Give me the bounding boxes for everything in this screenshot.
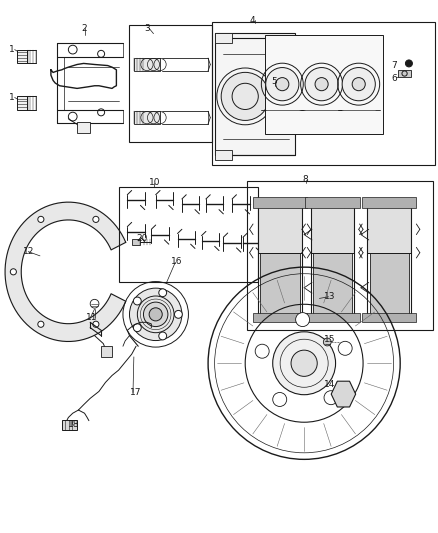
Ellipse shape <box>338 389 349 400</box>
Bar <box>311 200 354 253</box>
Ellipse shape <box>159 332 166 340</box>
Ellipse shape <box>324 391 338 405</box>
Bar <box>130 25 212 142</box>
Text: 3: 3 <box>145 23 151 33</box>
Bar <box>134 111 160 124</box>
Text: 11: 11 <box>86 313 97 322</box>
Bar <box>362 197 417 208</box>
Ellipse shape <box>305 68 338 101</box>
Ellipse shape <box>315 78 328 91</box>
Ellipse shape <box>273 332 336 395</box>
Text: 20: 20 <box>136 233 148 243</box>
Ellipse shape <box>149 308 162 321</box>
Bar <box>17 50 27 63</box>
Ellipse shape <box>144 302 168 327</box>
Bar <box>215 33 295 155</box>
Bar <box>398 70 411 77</box>
Ellipse shape <box>338 341 352 356</box>
Bar <box>305 313 360 322</box>
Text: 16: 16 <box>171 257 183 266</box>
Bar <box>77 122 90 133</box>
Polygon shape <box>5 202 126 342</box>
Bar <box>215 33 232 43</box>
Text: 5: 5 <box>272 77 277 86</box>
Text: 4: 4 <box>250 15 255 25</box>
Ellipse shape <box>134 297 141 305</box>
Ellipse shape <box>134 324 141 332</box>
Text: 1: 1 <box>10 45 15 54</box>
Ellipse shape <box>323 338 331 346</box>
Bar <box>17 96 27 110</box>
Text: 15: 15 <box>324 335 335 344</box>
Ellipse shape <box>38 216 44 222</box>
Bar <box>367 200 411 253</box>
Ellipse shape <box>255 344 269 358</box>
Ellipse shape <box>266 68 299 101</box>
Text: 14: 14 <box>324 380 335 389</box>
Bar <box>305 197 360 208</box>
Ellipse shape <box>276 78 289 91</box>
Bar <box>101 346 112 357</box>
Bar <box>261 253 300 317</box>
Ellipse shape <box>291 350 317 376</box>
Bar <box>265 35 383 134</box>
Text: 12: 12 <box>22 247 34 256</box>
Text: 18: 18 <box>68 419 80 429</box>
Ellipse shape <box>296 312 310 327</box>
Ellipse shape <box>273 392 287 407</box>
Bar <box>313 253 352 317</box>
Ellipse shape <box>93 216 99 222</box>
Ellipse shape <box>38 321 44 327</box>
Ellipse shape <box>342 68 375 101</box>
Ellipse shape <box>130 288 182 341</box>
Ellipse shape <box>221 72 269 120</box>
Bar <box>215 150 232 160</box>
Text: 7: 7 <box>392 61 397 70</box>
Bar <box>253 313 307 322</box>
Text: 8: 8 <box>302 175 308 184</box>
Bar <box>258 200 302 253</box>
Text: 13: 13 <box>324 292 335 301</box>
Text: 10: 10 <box>149 178 161 187</box>
Bar <box>119 187 258 282</box>
Ellipse shape <box>93 321 99 327</box>
Bar <box>62 419 77 430</box>
Bar <box>253 197 307 208</box>
Ellipse shape <box>406 60 413 67</box>
Ellipse shape <box>352 78 365 91</box>
Bar <box>247 181 433 330</box>
Bar <box>134 58 160 71</box>
Ellipse shape <box>11 269 16 275</box>
Bar <box>132 239 140 245</box>
Text: 6: 6 <box>392 74 397 83</box>
Bar <box>212 22 435 165</box>
Text: 17: 17 <box>130 387 141 397</box>
Ellipse shape <box>174 310 182 318</box>
Text: 1: 1 <box>10 93 15 102</box>
Bar <box>370 253 409 317</box>
Ellipse shape <box>159 289 166 297</box>
Text: 2: 2 <box>81 23 87 33</box>
Bar <box>362 313 417 322</box>
